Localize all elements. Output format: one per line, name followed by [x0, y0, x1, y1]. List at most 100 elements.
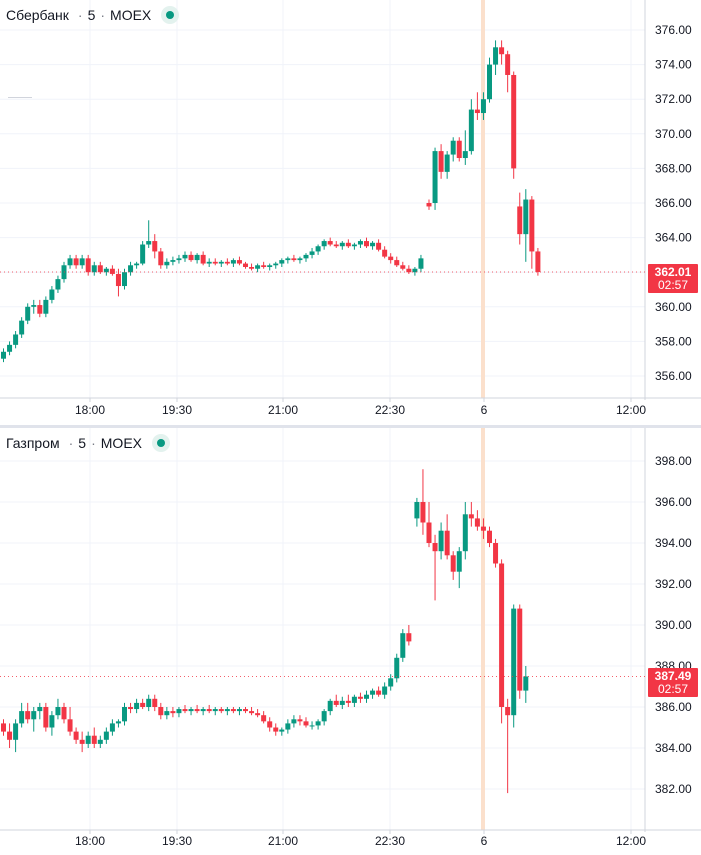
candle-body	[67, 719, 73, 732]
candle-body	[382, 686, 388, 695]
candle-body	[243, 709, 248, 712]
candle-body	[7, 731, 13, 740]
candle-body	[164, 261, 170, 266]
candle-body	[128, 265, 134, 273]
price-tick-label: 360.00	[655, 300, 692, 314]
candle	[164, 258, 170, 269]
candle-body	[261, 715, 267, 722]
candle-body	[19, 320, 25, 335]
candle	[303, 253, 309, 262]
candle	[529, 196, 535, 269]
bar-countdown: 02:57	[657, 682, 689, 696]
price-tick-label: 392.00	[655, 577, 692, 591]
symbol-name[interactable]: Сбербанк	[6, 7, 69, 23]
candle-body	[474, 109, 480, 114]
candle	[438, 144, 444, 179]
price-tick-label: 372.00	[655, 92, 692, 106]
candle	[333, 694, 339, 707]
gazprom-chart-pane[interactable]: 398.00 396.00 394.00 392.00 390.00 388.00 386.…	[0, 428, 701, 855]
candle-body	[140, 702, 146, 707]
candle	[315, 244, 321, 255]
price-tick-label: 358.00	[655, 334, 692, 348]
exchange-label: MOEX	[100, 435, 142, 451]
candle	[152, 694, 158, 712]
candle	[230, 258, 236, 268]
candle-body	[31, 711, 37, 720]
candle	[243, 707, 248, 714]
candle	[249, 263, 255, 271]
candle	[517, 192, 523, 245]
candle	[517, 604, 523, 699]
interval-label: 5	[78, 435, 87, 451]
candle-body	[406, 268, 412, 273]
candle	[243, 261, 248, 269]
candle	[327, 237, 333, 247]
candle-body	[49, 715, 55, 728]
candle-body	[224, 709, 230, 712]
candle-body	[376, 690, 382, 695]
candle-body	[273, 727, 279, 732]
time-tick-label: 21:00	[268, 403, 298, 417]
candle	[333, 241, 339, 248]
candle	[523, 666, 529, 703]
candle-body	[85, 735, 91, 744]
candle	[345, 239, 351, 248]
candle-body	[230, 260, 236, 264]
candle-body	[170, 711, 176, 714]
candle	[255, 263, 261, 273]
pane-separator[interactable]	[0, 425, 701, 428]
candle	[176, 254, 182, 264]
candle-body	[128, 707, 134, 710]
candle	[152, 234, 158, 259]
candle-body	[333, 700, 339, 705]
candle-body	[243, 263, 248, 268]
time-tick-label: 12:00	[616, 834, 646, 848]
interval-label: 5	[87, 7, 96, 23]
candle-body	[279, 260, 285, 264]
sberbank-candlestick-chart[interactable]: 376.00 374.00 372.00 370.00 368.00 366.00 364.…	[0, 0, 701, 425]
candle	[31, 299, 37, 314]
live-status-icon	[152, 434, 170, 452]
candle-body	[37, 305, 43, 314]
candle	[364, 237, 369, 248]
candle-body	[182, 709, 188, 712]
candle-body	[97, 265, 103, 273]
candle-body	[394, 657, 400, 679]
candle-body	[474, 518, 480, 527]
bar-countdown: 02:57	[657, 278, 689, 292]
candle	[140, 241, 146, 266]
candle-body	[291, 719, 297, 724]
candle-body	[236, 709, 242, 712]
candle-body	[73, 258, 79, 266]
candle	[474, 510, 480, 531]
candle-body	[309, 725, 315, 727]
candle-body	[345, 700, 351, 703]
candle-body	[339, 242, 345, 247]
candle-body	[13, 334, 19, 345]
candle	[505, 50, 511, 93]
candle-body	[13, 723, 19, 740]
candle	[487, 57, 492, 103]
candle	[140, 698, 146, 710]
price-tick-label: 384.00	[655, 741, 692, 755]
candle	[351, 242, 357, 250]
candle-body	[327, 241, 333, 245]
candle	[182, 251, 188, 262]
candle	[176, 707, 182, 718]
candle	[236, 707, 242, 716]
candle-body	[7, 344, 13, 352]
candle	[426, 502, 432, 548]
candle	[279, 727, 285, 736]
sberbank-chart-pane[interactable]: 376.00 374.00 372.00 370.00 368.00 366.00 364.…	[0, 0, 701, 425]
candle	[432, 147, 438, 210]
gazprom-candlestick-chart[interactable]: 398.00396.00394.00392.00390.00388.00386.…	[0, 428, 701, 855]
candle	[297, 715, 303, 726]
candle	[357, 692, 363, 703]
candle	[462, 130, 468, 165]
legend-collapse-line	[8, 97, 32, 98]
symbol-name[interactable]: Газпром	[6, 435, 60, 451]
candle-body	[188, 709, 194, 712]
candle	[468, 502, 474, 527]
legend-separator: ·	[91, 435, 96, 451]
candle-body	[345, 242, 351, 247]
